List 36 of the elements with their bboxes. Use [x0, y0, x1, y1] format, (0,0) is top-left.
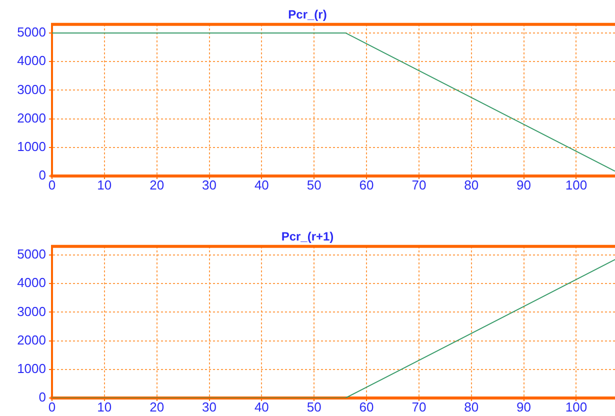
- x-tick-label: 70: [412, 400, 426, 415]
- x-tick-label: 80: [464, 400, 479, 415]
- x-tick-label: 50: [306, 400, 322, 415]
- x-tick-label: 20: [150, 178, 164, 193]
- y-tick-label: 5000: [17, 24, 46, 40]
- y-tick-label: 1000: [17, 360, 46, 376]
- x-tick-label: 0: [48, 400, 56, 415]
- chart-title: Pcr_(r+1): [281, 230, 334, 244]
- x-tick-label: 20: [150, 400, 164, 415]
- x-tick-label: 30: [202, 400, 216, 415]
- y-tick-label: 2000: [17, 110, 46, 126]
- y-tick-label: 0: [38, 390, 46, 405]
- x-tick-label: 10: [97, 400, 112, 415]
- y-tick-label: 4000: [17, 53, 46, 68]
- x-tick-label: 70: [412, 178, 426, 193]
- x-tick-label: 80: [464, 178, 479, 193]
- y-tick-label: 1000: [17, 138, 46, 154]
- x-tick-label: 30: [202, 178, 216, 193]
- x-tick-label: 50: [306, 178, 322, 193]
- chart-title: Pcr_(r): [288, 8, 327, 22]
- y-tick-label: 3000: [17, 304, 46, 319]
- x-tick-label: 100: [565, 400, 588, 415]
- x-tick-label: 90: [516, 178, 532, 193]
- x-tick-label: 60: [359, 178, 374, 193]
- x-tick-label: 90: [516, 400, 532, 415]
- y-tick-label: 3000: [17, 82, 46, 97]
- y-tick-label: 2000: [17, 332, 46, 348]
- x-tick-label: 0: [48, 178, 56, 193]
- x-tick-label: 40: [254, 178, 269, 193]
- y-tick-label: 5000: [17, 246, 46, 262]
- y-tick-label: 0: [38, 168, 46, 183]
- x-tick-label: 40: [254, 400, 269, 415]
- x-tick-label: 60: [359, 400, 374, 415]
- x-tick-label: 100: [565, 178, 588, 193]
- y-tick-label: 4000: [17, 275, 46, 290]
- x-tick-label: 10: [97, 178, 112, 193]
